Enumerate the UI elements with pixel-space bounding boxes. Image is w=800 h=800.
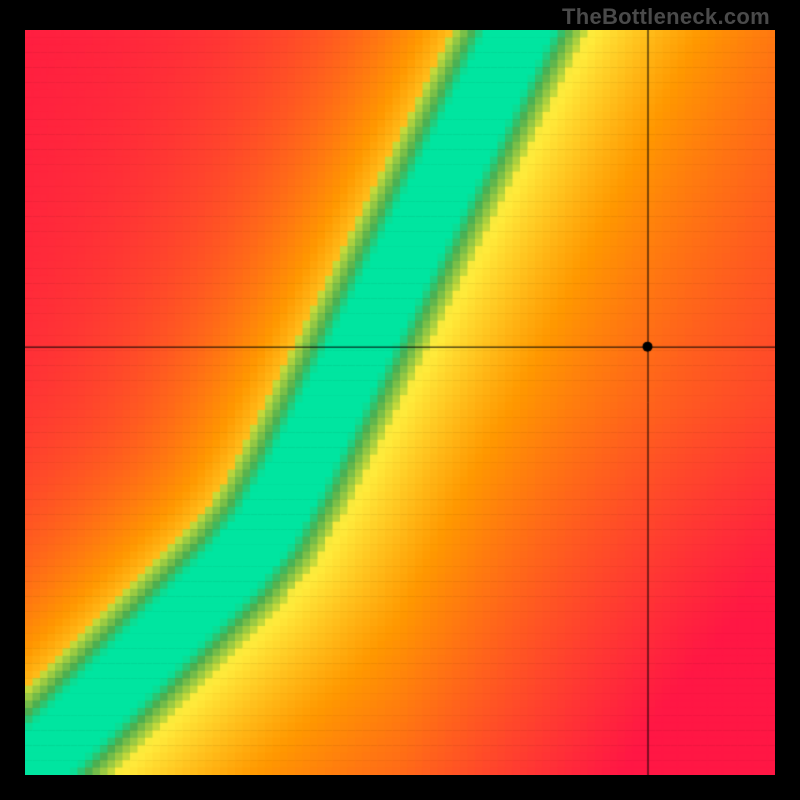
chart-container: TheBottleneck.com — [0, 0, 800, 800]
bottleneck-heatmap — [25, 30, 775, 775]
watermark-text: TheBottleneck.com — [562, 4, 770, 30]
